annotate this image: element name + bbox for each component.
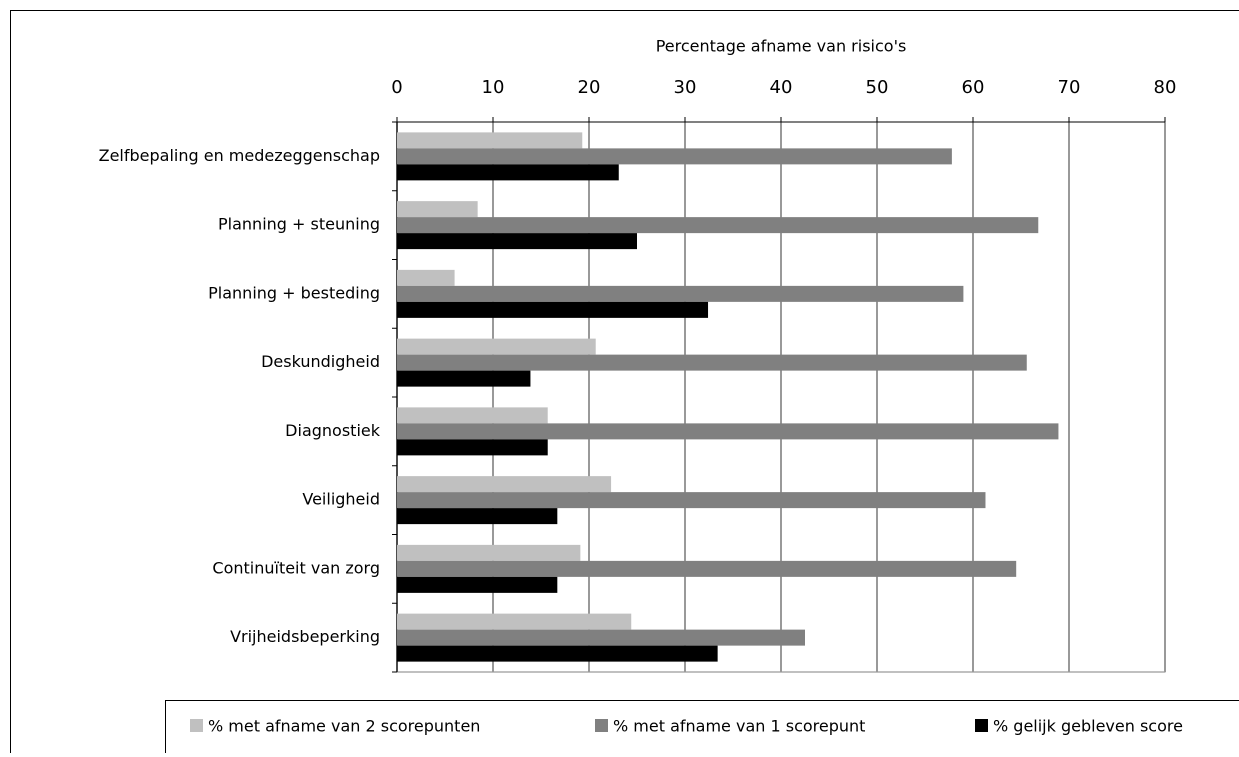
bar (397, 355, 1027, 371)
x-tick-label: 20 (578, 77, 601, 98)
bar (397, 286, 963, 302)
bar (397, 646, 718, 662)
bar (397, 217, 1038, 233)
x-tick-label: 70 (1058, 77, 1081, 98)
axis-title: Percentage afname van risico's (656, 37, 907, 56)
y-tick-label: Diagnostiek (285, 421, 381, 440)
x-tick-label: 40 (770, 77, 793, 98)
bar (397, 339, 596, 355)
legend-swatch (595, 719, 608, 732)
legend-label: % gelijk gebleven score (993, 717, 1183, 736)
y-tick-label: Planning + steuning (218, 215, 380, 234)
legend-label: % met afname van 1 scorepunt (613, 717, 865, 736)
bar (397, 508, 557, 524)
y-tick-label: Deskundigheid (261, 352, 380, 371)
y-tick-label: Zelfbepaling en medezeggenschap (99, 146, 380, 165)
bar (397, 164, 619, 180)
legend-label: % met afname van 2 scorepunten (208, 717, 480, 736)
y-tick-label: Veiligheid (302, 490, 380, 509)
bar (397, 201, 478, 217)
x-tick-label: 10 (482, 77, 505, 98)
bar (397, 614, 631, 630)
legend-swatch (975, 719, 988, 732)
bar (397, 270, 455, 286)
y-tick-label: Continuïteit van zorg (212, 558, 380, 577)
bar (397, 371, 530, 387)
bar (397, 302, 708, 318)
bar (397, 233, 637, 249)
y-tick-label: Planning + besteding (208, 283, 380, 302)
bar (397, 132, 582, 148)
x-tick-label: 60 (962, 77, 985, 98)
x-tick-label: 0 (391, 77, 402, 98)
bar (397, 407, 548, 423)
bar (397, 630, 805, 646)
y-tick-label: Vrijheidsbeperking (230, 627, 380, 646)
bar (397, 476, 611, 492)
bar (397, 561, 1016, 577)
x-tick-label: 50 (866, 77, 889, 98)
bar (397, 577, 557, 593)
legend-swatch (190, 719, 203, 732)
x-tick-label: 30 (674, 77, 697, 98)
bar (397, 423, 1058, 439)
x-tick-label: 80 (1154, 77, 1177, 98)
bar (397, 439, 548, 455)
bar (397, 148, 952, 164)
bar (397, 492, 985, 508)
bar (397, 545, 580, 561)
